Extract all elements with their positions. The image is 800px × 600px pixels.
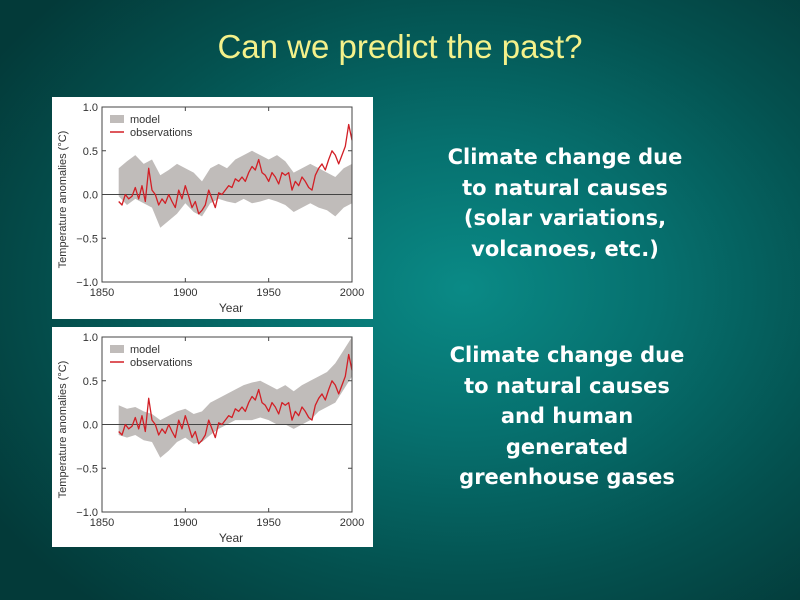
legend-model-label: model bbox=[130, 114, 160, 126]
caption-combined-line-2: to natural causes bbox=[464, 373, 670, 398]
caption-natural-line-2: to natural causes bbox=[462, 175, 668, 200]
y-tick-label: −1.0 bbox=[76, 277, 98, 289]
y-tick-label: 1.0 bbox=[83, 102, 98, 114]
x-tick-label: 1900 bbox=[173, 287, 197, 299]
caption-combined-line-1: Climate change due bbox=[449, 343, 685, 367]
legend-observations-label: observations bbox=[130, 357, 193, 369]
y-tick-label: −0.5 bbox=[76, 463, 98, 475]
chart-panel-natural: −1.0 −0.5 0.0 0.5 1.0 1850 1900 1950 2000 Year Tem… bbox=[52, 97, 373, 319]
caption-natural-line-1: Climate change due bbox=[447, 145, 683, 169]
y-tick-label: 0.5 bbox=[83, 376, 98, 388]
y-tick-label: 0.0 bbox=[83, 420, 98, 432]
x-tick-label: 1900 bbox=[173, 517, 197, 529]
caption-natural: Climate change due to natural causes (so… bbox=[410, 142, 720, 264]
slide-title: Can we predict the past? bbox=[217, 28, 583, 65]
caption-combined-line-3: and human bbox=[500, 404, 634, 428]
observations-line bbox=[118, 353, 353, 445]
legend-model-swatch bbox=[110, 345, 124, 353]
y-tick-label: 0.5 bbox=[83, 146, 98, 158]
caption-combined-line-4: generated bbox=[505, 434, 629, 459]
chart-combined: −1.0 −0.5 0.0 0.5 1.0 1850 1900 1950 2000 Year Tem… bbox=[57, 332, 364, 545]
caption-combined: Climate change due to natural causes and… bbox=[412, 340, 722, 493]
x-tick-label: 2000 bbox=[340, 517, 364, 529]
x-tick-label: 1850 bbox=[90, 517, 114, 529]
caption-natural-line-4: volcanoes, etc.) bbox=[471, 236, 659, 261]
x-tick-label: 1850 bbox=[90, 287, 114, 299]
caption-combined-line-5: greenhouse gases bbox=[459, 465, 675, 489]
y-axis-label: Temperature anomalies (°C) bbox=[57, 361, 69, 499]
y-tick-label: −1.0 bbox=[76, 507, 98, 519]
x-axis-label: Year bbox=[219, 531, 243, 545]
legend-model-swatch bbox=[110, 115, 124, 123]
y-tick-label: −0.5 bbox=[76, 233, 98, 245]
observations-line bbox=[118, 123, 353, 215]
legend-observations-label: observations bbox=[130, 127, 193, 139]
x-tick-label: 2000 bbox=[340, 287, 364, 299]
y-tick-label: 0.0 bbox=[83, 190, 98, 202]
y-axis-label: Temperature anomalies (°C) bbox=[57, 131, 69, 269]
x-tick-label: 1950 bbox=[256, 517, 280, 529]
caption-natural-line-3: (solar variations, bbox=[463, 206, 667, 230]
chart-panel-combined: −1.0 −0.5 0.0 0.5 1.0 1850 1900 1950 2000 Year Tem… bbox=[52, 327, 373, 547]
x-tick-label: 1950 bbox=[256, 287, 280, 299]
chart-natural: −1.0 −0.5 0.0 0.5 1.0 1850 1900 1950 2000 Year Tem… bbox=[57, 102, 364, 315]
model-band bbox=[118, 150, 352, 228]
legend-model-label: model bbox=[130, 344, 160, 356]
y-tick-label: 1.0 bbox=[83, 332, 98, 344]
x-axis-label: Year bbox=[219, 301, 243, 315]
